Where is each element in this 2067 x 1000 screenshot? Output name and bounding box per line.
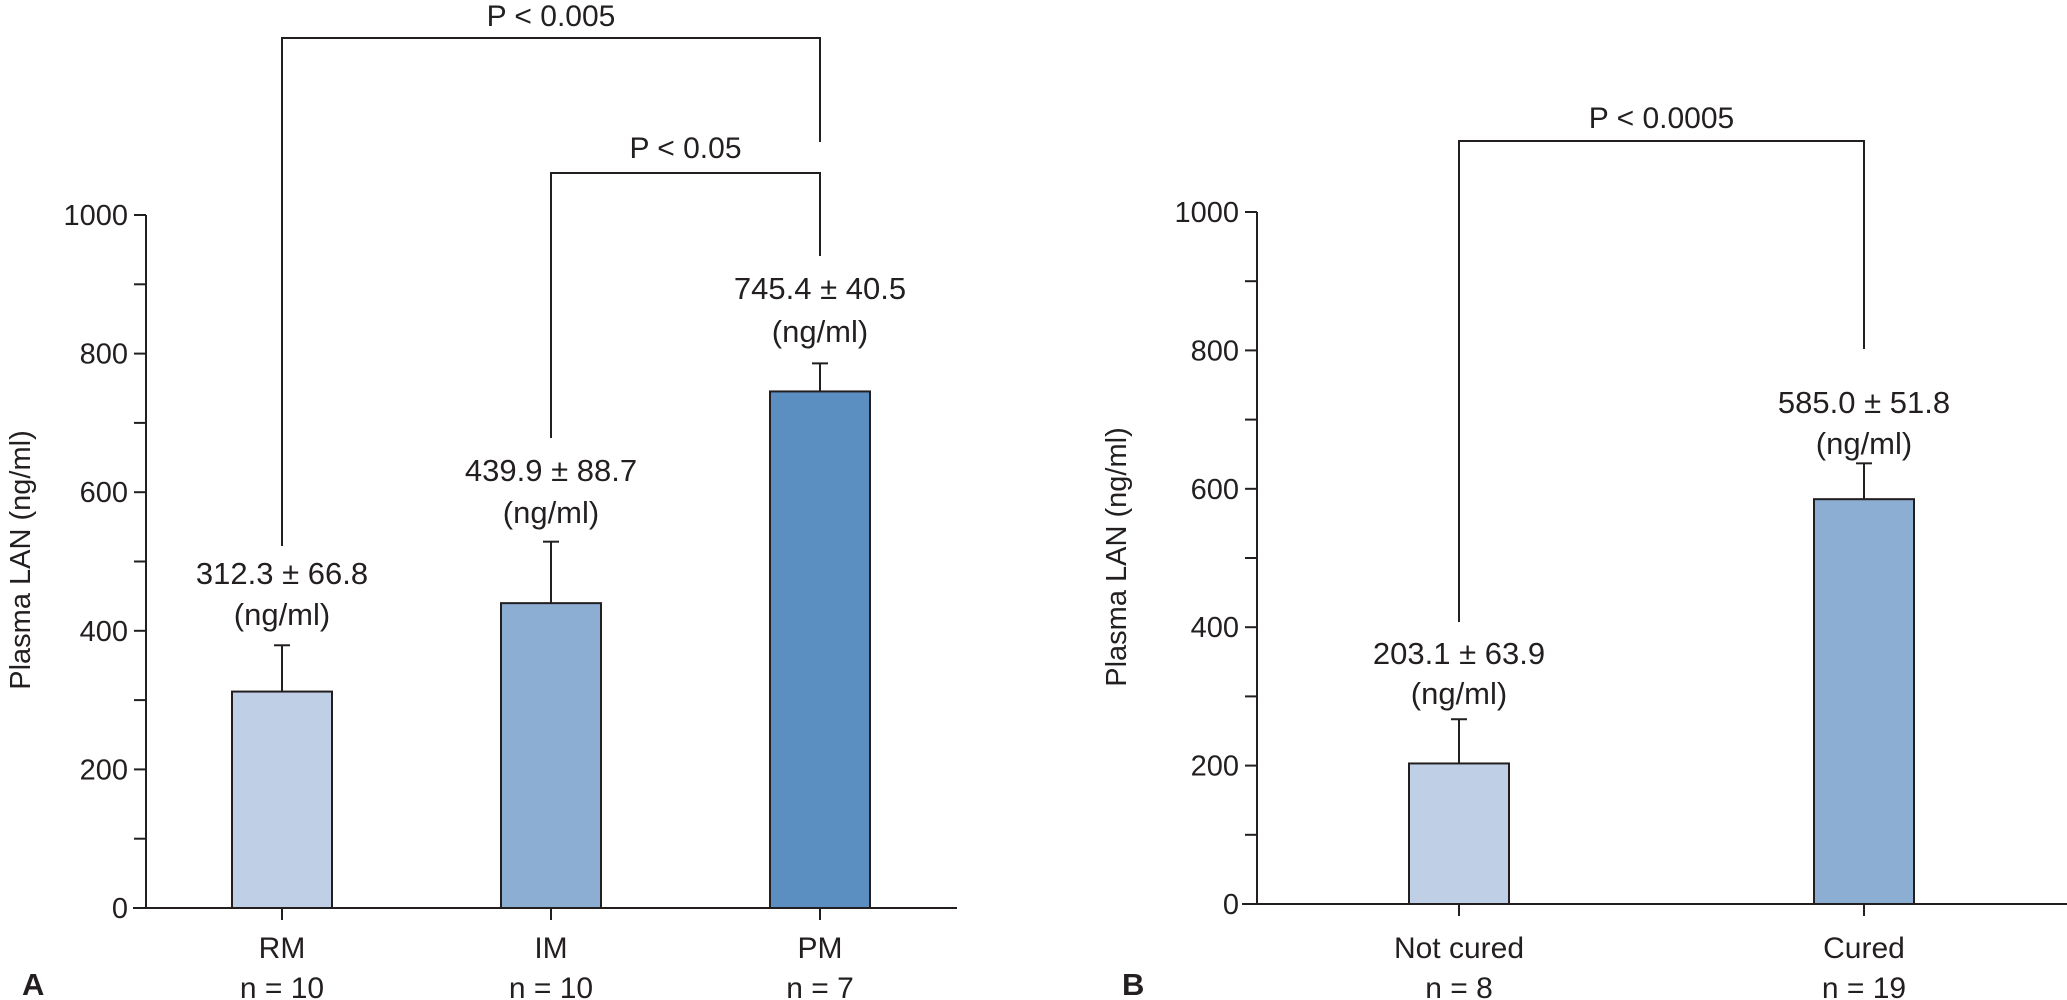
bar-rm <box>231 690 333 910</box>
x-tick-label: Cured <box>1823 932 1905 965</box>
y-tick-label: 1000 <box>63 200 128 232</box>
data-label: 312.3 ± 66.8 <box>196 556 368 591</box>
y-tick-label: 600 <box>1191 474 1239 506</box>
y-tick-label: 400 <box>80 616 128 648</box>
x-tick-label: IM <box>534 932 567 965</box>
data-label: 745.4 ± 40.5 <box>734 271 906 306</box>
data-label-unit: (ng/ml) <box>503 495 599 530</box>
p-value-label: P < 0.05 <box>629 132 741 165</box>
sample-size-label: n = 10 <box>240 972 324 1000</box>
y-tick-label: 600 <box>80 477 128 509</box>
panel-b: 0 200 400 600 800 1000 Plasma LAN (ng/ml) B 203.… <box>1101 102 2067 1000</box>
bar-pm <box>769 390 871 909</box>
data-label: 585.0 ± 51.8 <box>1778 385 1950 420</box>
data-label-unit: (ng/ml) <box>234 597 330 632</box>
bar-im <box>500 602 602 909</box>
y-tick-label: 200 <box>1191 751 1239 783</box>
data-label: 439.9 ± 88.7 <box>465 453 637 488</box>
panel-a: 0 200 400 600 800 1000 Plasma LAN (ng/ml) A 312.… <box>5 0 957 1000</box>
p-value-label: P < 0.0005 <box>1589 102 1734 135</box>
sample-size-label: n = 10 <box>509 972 593 1000</box>
y-axis-title: Plasma LAN (ng/ml) <box>1101 427 1133 686</box>
panel-letter: B <box>1122 967 1144 1000</box>
panel-letter: A <box>22 967 44 1000</box>
y-tick-label: 400 <box>1191 612 1239 644</box>
x-tick-label: RM <box>259 932 306 965</box>
bar-cured <box>1813 498 1915 905</box>
data-label-unit: (ng/ml) <box>1411 676 1507 711</box>
x-tick-label: PM <box>798 932 843 965</box>
bar-not-cured <box>1408 762 1510 905</box>
y-tick-label: 800 <box>80 339 128 371</box>
sample-size-label: n = 7 <box>786 972 854 1000</box>
y-tick-label: 1000 <box>1174 197 1239 229</box>
x-tick-label: Not cured <box>1394 932 1524 965</box>
data-label-unit: (ng/ml) <box>1816 426 1912 461</box>
y-tick-label: 200 <box>80 754 128 786</box>
y-axis-title: Plasma LAN (ng/ml) <box>5 430 37 689</box>
y-tick-label: 800 <box>1191 335 1239 367</box>
significance-bracket <box>281 37 821 546</box>
data-label: 203.1 ± 63.9 <box>1373 636 1545 671</box>
significance-bracket <box>550 172 821 438</box>
sample-size-label: n = 8 <box>1425 972 1493 1000</box>
sample-size-label: n = 19 <box>1822 972 1906 1000</box>
y-tick-label: 0 <box>1223 889 1239 921</box>
data-label-unit: (ng/ml) <box>772 314 868 349</box>
p-value-label: P < 0.005 <box>487 0 616 33</box>
y-tick-label: 0 <box>112 893 128 925</box>
significance-bracket <box>1458 140 1865 622</box>
